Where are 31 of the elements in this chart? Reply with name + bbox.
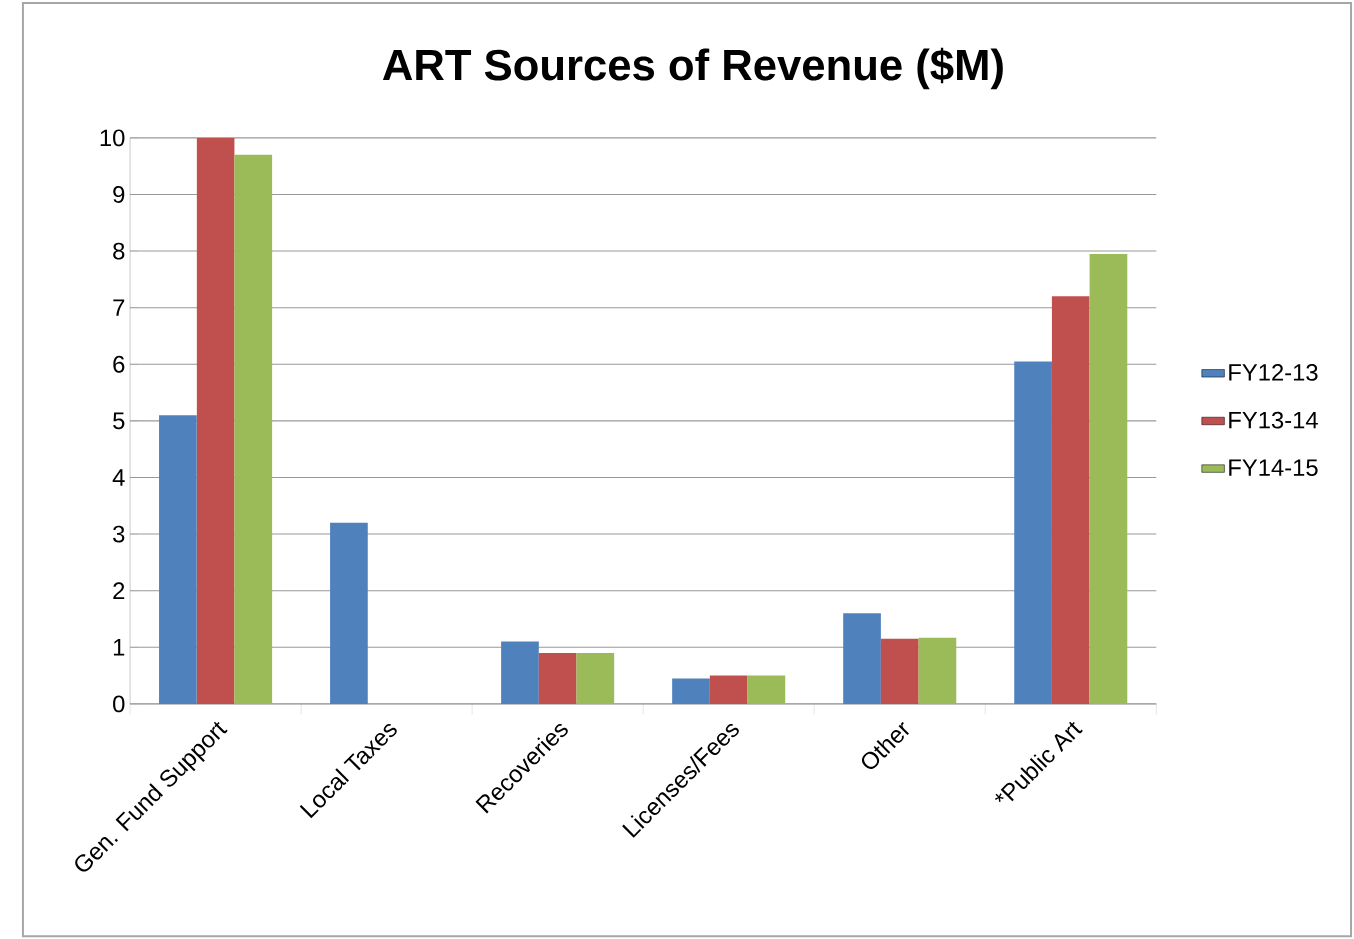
bar	[234, 154, 273, 704]
bar	[747, 675, 786, 704]
y-tick-label: 4	[112, 469, 125, 486]
y-tick-label: 9	[113, 185, 125, 203]
y-tick-label: 10	[100, 129, 125, 147]
bar	[1014, 361, 1052, 704]
legend-label: FY14-15	[1229, 459, 1318, 476]
y-tick-label: 3	[113, 525, 125, 543]
y-tick-label: 8	[113, 242, 125, 260]
bar	[196, 137, 235, 704]
bar	[1051, 296, 1090, 704]
chart-title: ART Sources of Revenue ($M)	[382, 47, 1003, 90]
bar	[843, 613, 881, 704]
bar	[672, 678, 710, 704]
bar	[880, 638, 919, 704]
bar	[159, 415, 197, 704]
bar	[501, 641, 539, 704]
legend-label: FY13-14	[1229, 411, 1318, 429]
bar	[330, 522, 368, 704]
legend-label: FY12-13	[1229, 363, 1318, 381]
bar	[1089, 253, 1128, 704]
bar	[538, 652, 577, 704]
y-tick-label: 0	[113, 695, 125, 713]
bar	[709, 675, 748, 704]
y-tick-label: 1	[113, 638, 125, 656]
y-tick-label: 6	[113, 355, 125, 373]
y-tick-label: 2	[113, 582, 125, 599]
bar	[918, 637, 957, 704]
bar	[576, 652, 615, 704]
y-tick-label: 5	[113, 412, 125, 430]
y-tick-label: 7	[113, 299, 125, 316]
